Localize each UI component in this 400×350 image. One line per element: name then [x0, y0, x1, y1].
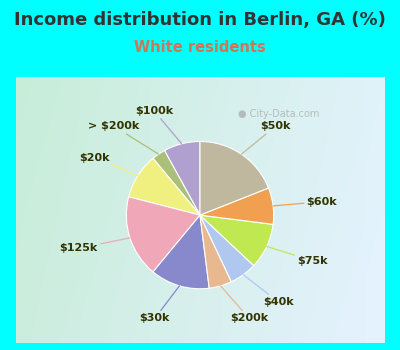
Text: $30k: $30k — [140, 286, 180, 323]
Wedge shape — [200, 215, 231, 288]
Text: $100k: $100k — [135, 106, 182, 144]
Wedge shape — [200, 188, 274, 224]
Wedge shape — [153, 150, 200, 215]
Text: $200k: $200k — [220, 286, 268, 323]
Wedge shape — [164, 141, 200, 215]
Text: $125k: $125k — [60, 238, 130, 253]
Wedge shape — [200, 215, 273, 266]
Wedge shape — [153, 215, 209, 289]
Text: $60k: $60k — [273, 197, 337, 206]
Wedge shape — [200, 215, 254, 282]
Text: $20k: $20k — [79, 153, 138, 176]
Wedge shape — [200, 141, 268, 215]
Text: Income distribution in Berlin, GA (%): Income distribution in Berlin, GA (%) — [14, 10, 386, 28]
Wedge shape — [126, 197, 200, 272]
Text: > $200k: > $200k — [88, 121, 158, 154]
Text: ● City-Data.com: ● City-Data.com — [238, 109, 320, 119]
Wedge shape — [129, 158, 200, 215]
Text: $75k: $75k — [267, 246, 328, 266]
Text: $40k: $40k — [243, 275, 294, 307]
Text: $50k: $50k — [242, 121, 291, 154]
Text: White residents: White residents — [134, 40, 266, 55]
